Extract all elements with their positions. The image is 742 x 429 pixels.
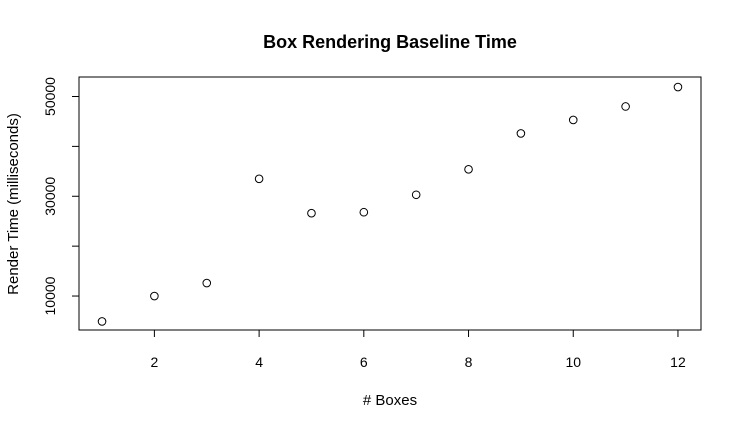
data-point — [359, 207, 369, 217]
data-point — [516, 129, 526, 138]
data-point — [254, 174, 264, 184]
y-axis-label: Render Time (milliseconds) — [5, 113, 22, 295]
x-tick-label: 12 — [670, 354, 686, 370]
data-point — [568, 115, 578, 125]
x-tick-label: 2 — [150, 354, 158, 370]
y-axis: 10000 30000 50000 — [42, 77, 79, 315]
data-point — [673, 82, 683, 92]
x-axis-label: # Boxes — [363, 392, 417, 409]
data-point — [464, 165, 473, 174]
data-point — [202, 278, 212, 288]
plot-frame — [78, 76, 702, 331]
y-tick-label: 30000 — [42, 177, 58, 216]
x-tick-label: 6 — [360, 354, 368, 370]
data-points — [97, 82, 683, 326]
x-tick-label: 4 — [255, 354, 263, 370]
data-point — [411, 190, 421, 200]
chart-title: Box Rendering Baseline Time — [263, 32, 517, 52]
data-point — [621, 102, 630, 111]
x-tick-label: 8 — [465, 354, 473, 370]
data-point — [307, 208, 316, 218]
data-point — [150, 291, 159, 301]
data-point — [97, 317, 107, 326]
y-tick-label: 50000 — [42, 77, 58, 116]
x-tick-label: 10 — [565, 354, 581, 370]
x-axis: 2 4 6 8 10 12 — [150, 330, 686, 370]
y-tick-label: 10000 — [42, 276, 58, 315]
